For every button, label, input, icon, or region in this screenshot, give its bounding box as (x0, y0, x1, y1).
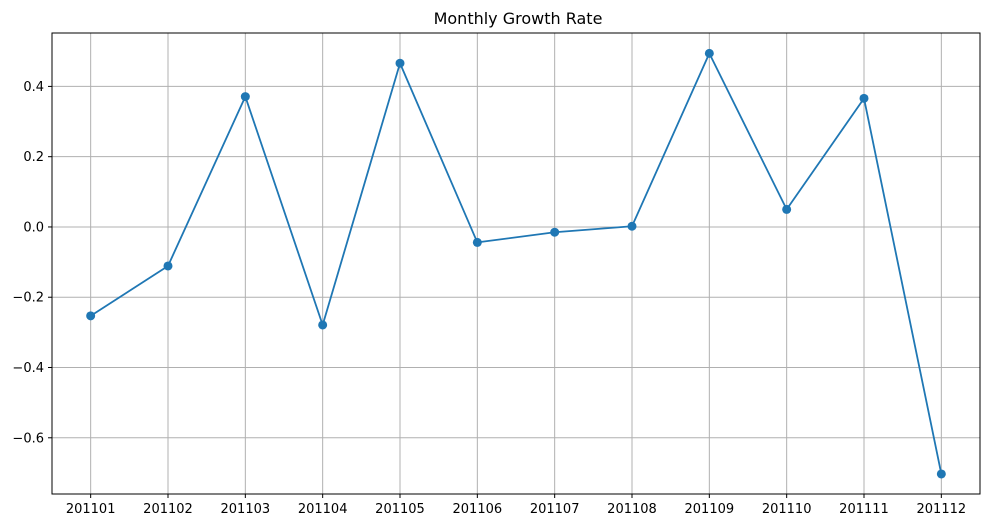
chart-title: Monthly Growth Rate (434, 9, 603, 28)
data-point-201103 (240, 92, 250, 102)
data-point-201111 (859, 93, 869, 103)
x-tick-label: 201109 (685, 502, 735, 517)
series-layer (86, 48, 946, 479)
data-point-201108 (627, 221, 637, 231)
x-tick-label: 201105 (375, 502, 425, 517)
x-tick-label: 201107 (530, 502, 580, 517)
x-tick-label: 201104 (298, 502, 348, 517)
axes-layer: 201101 201102 201103 201104 201105 201106 2011… (12, 32, 981, 517)
data-point-201112 (936, 469, 946, 479)
data-point-201104 (318, 320, 328, 330)
grid-layer (52, 33, 980, 494)
y-tick-label: 0.0 (23, 220, 44, 235)
x-tick-label: 201102 (143, 502, 193, 517)
data-point-201109 (704, 48, 714, 58)
x-tick-label: 201108 (607, 502, 657, 517)
data-point-201107 (550, 227, 560, 237)
x-tick-label: 201103 (221, 502, 271, 517)
data-point-201105 (395, 58, 405, 68)
plot-frame (51, 32, 981, 495)
data-point-201101 (86, 311, 96, 321)
y-tick-label: −0.6 (12, 431, 44, 446)
x-tick-label: 201101 (66, 502, 116, 517)
data-point-201110 (782, 204, 792, 214)
data-point-201102 (163, 261, 173, 271)
x-tick-label: 201111 (839, 502, 889, 517)
y-tick-label: 0.4 (23, 80, 44, 95)
x-tick-label: 201106 (453, 502, 503, 517)
x-tick-label: 201112 (917, 502, 967, 517)
y-tick-label: 0.2 (23, 150, 44, 165)
x-tick-label: 201110 (762, 502, 812, 517)
series-line (90, 52, 943, 475)
data-point-201106 (472, 237, 482, 247)
y-tick-label: −0.2 (12, 291, 44, 306)
y-tick-label: −0.4 (12, 361, 44, 376)
